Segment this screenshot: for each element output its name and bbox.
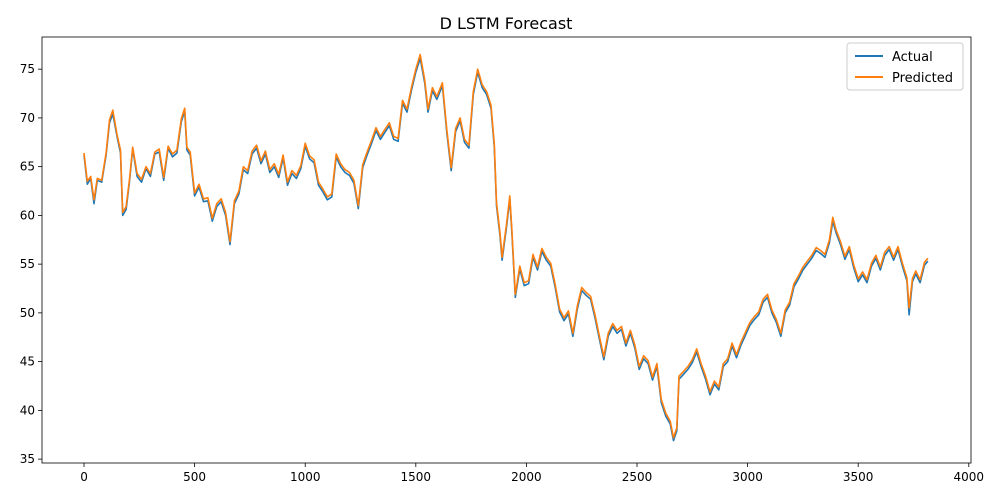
plot-area: 0 500 1000 1500 2000 2500 3000 3500 4000 35 40 45 5…	[20, 36, 984, 484]
series-layer	[83, 53, 929, 442]
legend-label-predicted: Predicted	[892, 71, 953, 86]
y-tick-label: 70	[20, 111, 35, 125]
y-tick-label: 55	[20, 257, 35, 271]
y-tick-label: 50	[20, 306, 35, 320]
y-tick-label: 35	[20, 452, 35, 466]
x-tick-label: 3000	[732, 470, 763, 484]
legend-label-actual: Actual	[892, 50, 933, 65]
y-tick-label: 60	[20, 208, 35, 222]
x-tick-label: 2000	[511, 470, 542, 484]
y-tick-label: 75	[20, 62, 35, 76]
chart-title: D LSTM Forecast	[440, 14, 573, 33]
series-line-predicted	[83, 53, 929, 439]
x-axis: 0 500 1000 1500 2000 2500 3000 3500 4000	[80, 463, 984, 484]
legend-box	[846, 42, 964, 91]
y-axis: 35 40 45 50 55 60 65 70 75	[20, 62, 42, 466]
x-tick-label: 0	[80, 470, 88, 484]
x-tick-label: 1500	[401, 470, 432, 484]
x-tick-label: 1000	[290, 470, 321, 484]
plot-frame	[41, 36, 972, 464]
series-line-actual	[83, 57, 929, 442]
y-tick-label: 40	[20, 403, 35, 417]
x-tick-label: 3500	[843, 470, 874, 484]
y-tick-label: 65	[20, 160, 35, 174]
legend: Actual Predicted	[846, 42, 964, 91]
y-tick-label: 45	[20, 355, 35, 369]
x-tick-label: 500	[183, 470, 206, 484]
x-tick-label: 2500	[622, 470, 653, 484]
x-tick-label: 4000	[954, 470, 985, 484]
